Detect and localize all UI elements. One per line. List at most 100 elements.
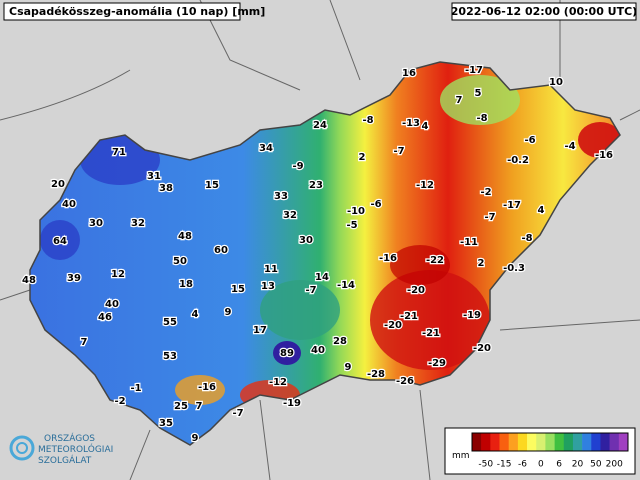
legend-swatch	[572, 433, 583, 451]
station-value: 40	[311, 345, 325, 356]
station-value: -8	[476, 113, 487, 124]
legend-swatch	[472, 433, 482, 451]
station-value: 32	[131, 218, 145, 229]
station-value: 40	[62, 199, 76, 210]
station-value: -7	[305, 285, 316, 296]
station-value: 15	[231, 284, 245, 295]
legend-swatch	[536, 433, 546, 451]
station-value: 5	[475, 88, 482, 99]
logo-line: ORSZÁGOS	[44, 432, 95, 444]
station-value: -9	[292, 161, 303, 172]
station-value: 33	[274, 191, 288, 202]
logo-line: SZOLGÁLAT	[38, 454, 92, 466]
legend-swatch	[582, 433, 592, 451]
station-value: 4	[192, 309, 199, 320]
station-value: -11	[460, 237, 478, 248]
station-value: 39	[67, 273, 81, 284]
legend-swatch	[609, 433, 620, 451]
station-value: 9	[345, 362, 352, 373]
station-value: -20	[473, 343, 491, 354]
station-value: 38	[159, 183, 173, 194]
title-box	[3, 2, 241, 21]
station-value: 55	[163, 317, 177, 328]
station-value: 32	[283, 210, 297, 221]
legend-swatch	[527, 433, 537, 451]
station-value: 16	[402, 68, 416, 79]
station-value: -8	[521, 233, 532, 244]
station-value: -1	[130, 383, 141, 394]
station-value: 14	[315, 272, 329, 283]
station-value: 30	[89, 218, 103, 229]
station-value: 9	[225, 307, 232, 318]
station-value: 2	[359, 152, 366, 163]
station-value: 50	[173, 256, 187, 267]
station-value: 12	[111, 269, 125, 280]
station-value: 11	[264, 264, 278, 275]
timestamp: 2022-06-12 02:00 (00:00 UTC)	[451, 5, 637, 18]
station-value: 28	[333, 336, 347, 347]
legend-swatch	[545, 433, 555, 451]
station-value: 48	[178, 231, 192, 242]
legend-swatch	[618, 433, 629, 451]
legend-swatch	[600, 433, 610, 451]
station-value: 9	[192, 433, 199, 444]
station-value: 17	[253, 325, 267, 336]
legend-tick-label: 50	[590, 460, 602, 470]
station-value: 7	[196, 401, 203, 412]
station-value: 89	[280, 348, 294, 359]
station-value: -7	[232, 408, 243, 419]
station-value: -16	[379, 253, 397, 264]
legend-swatch	[563, 433, 574, 451]
station-value: -7	[393, 146, 404, 157]
title: Csapadékösszeg-anomália (10 nap) [mm]	[9, 5, 265, 18]
legend-tick-label: -6	[518, 460, 527, 470]
station-value: -28	[367, 369, 385, 380]
station-value: -4	[564, 141, 575, 152]
station-value: -13	[402, 118, 420, 129]
station-value: -6	[524, 135, 535, 146]
station-value: -17	[465, 65, 483, 76]
legend-unit: mm	[452, 451, 470, 461]
station-value: 34	[259, 143, 273, 154]
station-value: 40	[105, 299, 119, 310]
legend-tick-label: 200	[606, 460, 623, 470]
station-value: 46	[98, 312, 112, 323]
station-value: -21	[422, 328, 440, 339]
legend-tick-label: -50	[478, 460, 493, 470]
station-value: -2	[114, 396, 125, 407]
station-value: -10	[347, 206, 365, 217]
station-value: -6	[370, 199, 381, 210]
station-value: 4	[538, 205, 545, 216]
station-value: -14	[337, 280, 355, 291]
timestamp-box	[451, 2, 637, 21]
legend-swatch	[499, 433, 510, 451]
station-value: -2	[480, 187, 491, 198]
station-value: 10	[549, 77, 563, 88]
station-value: 7	[456, 95, 463, 106]
station-value: -0.3	[503, 263, 525, 274]
station-value: 71	[112, 147, 126, 158]
station-value: 24	[313, 120, 327, 131]
station-value: 23	[309, 180, 323, 191]
station-value: -19	[463, 310, 481, 321]
station-value: 13	[261, 281, 275, 292]
station-value: 18	[179, 279, 193, 290]
station-value: 7	[81, 337, 88, 348]
station-value: 35	[159, 418, 173, 429]
station-value: 60	[214, 245, 228, 256]
station-value: -16	[198, 382, 216, 393]
station-value: 2	[478, 258, 485, 269]
station-value: -0.2	[507, 155, 529, 166]
station-value: -21	[400, 311, 418, 322]
logo-line: METEOROLÓGIAI	[38, 443, 113, 455]
station-value: -29	[428, 358, 446, 369]
station-value: 30	[299, 235, 313, 246]
legend-tick-label: 6	[556, 460, 562, 470]
station-value: 48	[22, 275, 36, 286]
legend-swatch	[554, 433, 565, 451]
station-value: 4	[422, 121, 429, 132]
legend-tick-label: -15	[497, 460, 512, 470]
station-value: 20	[51, 179, 65, 190]
station-value: -16	[595, 150, 613, 161]
